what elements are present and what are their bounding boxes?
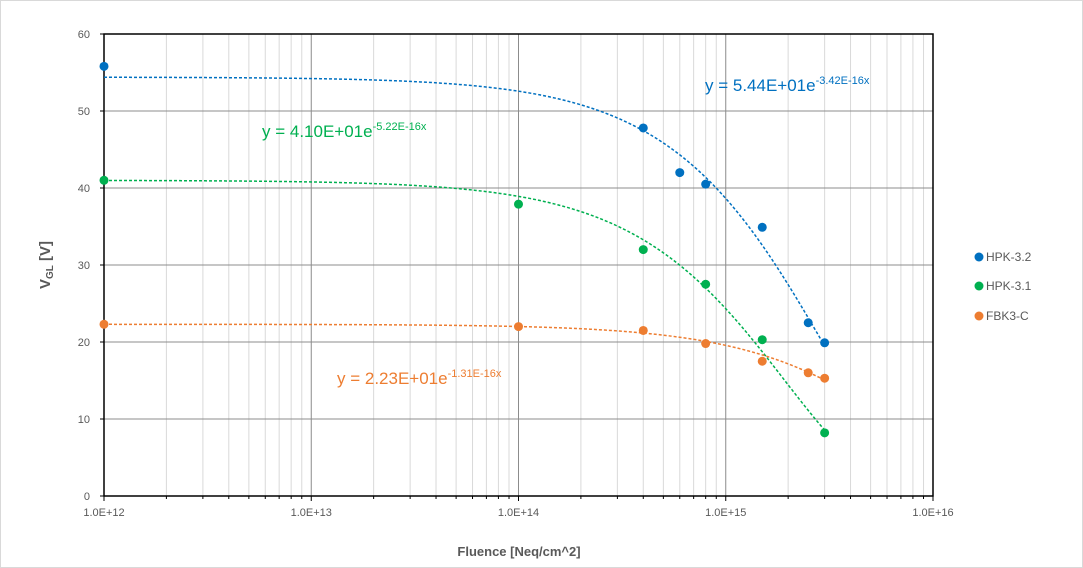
trendline <box>103 76 826 347</box>
data-point <box>803 368 813 378</box>
data-point <box>803 318 813 328</box>
axes <box>100 33 934 501</box>
trend-equation: y = 5.44E+01e-3.42E-16x <box>705 75 870 95</box>
data-point <box>701 179 711 189</box>
y-tick-labels: 0 10 20 30 40 50 60 <box>78 29 90 503</box>
data-point <box>638 123 648 133</box>
trend-equation: y = 4.10E+01e-5.22E-16x <box>262 121 427 141</box>
data-point <box>757 356 767 366</box>
y-axis-label: VGL [V] <box>37 241 56 289</box>
y-tick-label: 20 <box>78 337 90 349</box>
data-point <box>675 168 685 178</box>
y-tick-label: 0 <box>84 491 90 503</box>
data-point <box>99 175 109 185</box>
data-point <box>701 279 711 289</box>
data-point <box>99 61 109 71</box>
data-point <box>514 322 523 332</box>
y-tick-label: 30 <box>78 260 90 272</box>
data-points <box>99 61 830 438</box>
x-tick-label: 1.0E+14 <box>498 507 539 519</box>
data-point <box>638 245 648 255</box>
legend-marker <box>974 281 984 291</box>
data-point <box>99 319 109 329</box>
legend-label: HPK-3.1 <box>986 279 1032 293</box>
legend-label: HPK-3.2 <box>986 250 1032 264</box>
data-point <box>820 338 830 348</box>
x-axis-label: Fluence [Neq/cm^2] <box>457 544 580 559</box>
data-point <box>514 199 523 209</box>
legend-marker <box>974 311 984 321</box>
data-point <box>757 335 767 345</box>
y-tick-label: 50 <box>78 106 90 118</box>
data-point <box>820 373 830 383</box>
x-tick-label: 1.0E+16 <box>912 507 953 519</box>
legend-marker <box>974 252 984 262</box>
data-point <box>638 325 648 335</box>
data-point <box>820 428 830 438</box>
x-tick-label: 1.0E+15 <box>705 507 746 519</box>
x-tick-label: 1.0E+13 <box>291 507 332 519</box>
x-tick-label: 1.0E+12 <box>83 507 124 519</box>
legend: HPK-3.2 HPK-3.1 FBK3-C <box>974 250 1032 323</box>
y-tick-label: 40 <box>78 183 90 195</box>
legend-label: FBK3-C <box>986 309 1029 323</box>
y-tick-label: 10 <box>78 414 90 426</box>
x-tick-labels: 1.0E+12 1.0E+13 1.0E+14 1.0E+15 1.0E+16 <box>83 507 953 519</box>
trend-equation: y = 2.23E+01e-1.31E-16x <box>337 368 502 388</box>
trend-equations: y = 5.44E+01e-3.42E-16x y = 4.10E+01e-5.2… <box>262 75 870 388</box>
data-point <box>757 222 767 232</box>
data-point <box>701 339 711 349</box>
y-tick-label: 60 <box>78 29 90 41</box>
